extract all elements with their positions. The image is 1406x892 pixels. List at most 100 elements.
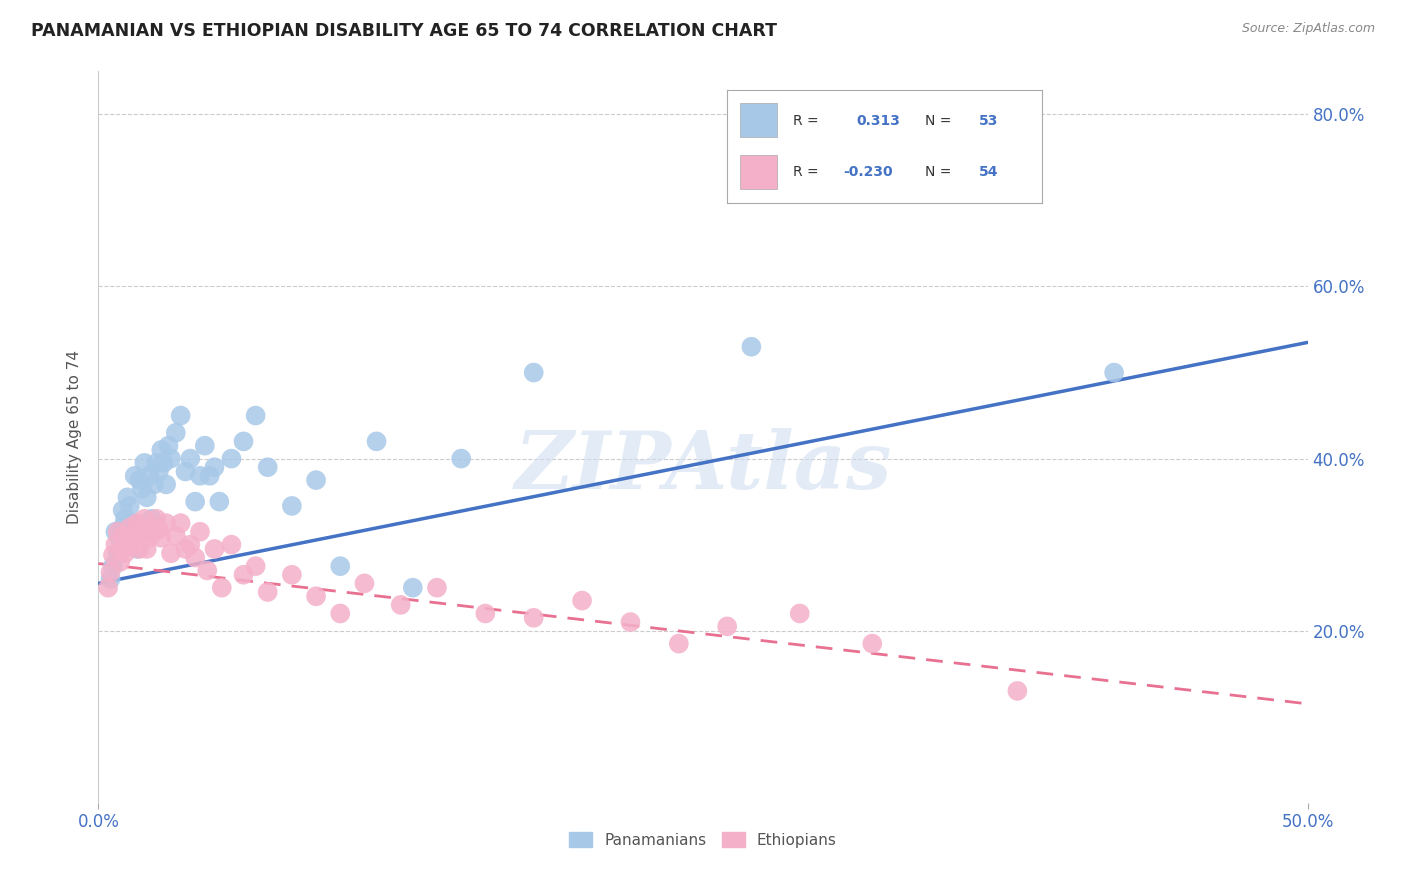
Point xyxy=(111,529,134,543)
Point xyxy=(150,442,173,457)
Point xyxy=(256,585,278,599)
Point xyxy=(165,425,187,440)
Point xyxy=(127,516,149,530)
Text: ZIPAtlas: ZIPAtlas xyxy=(515,427,891,505)
Point xyxy=(97,581,120,595)
Point xyxy=(124,529,146,543)
Point xyxy=(141,524,163,539)
Point xyxy=(145,456,167,470)
Point xyxy=(160,451,183,466)
Point xyxy=(474,607,496,621)
Point xyxy=(221,538,243,552)
Point xyxy=(789,607,811,621)
Point xyxy=(281,567,304,582)
Point xyxy=(619,615,641,629)
Point xyxy=(111,503,134,517)
Point xyxy=(366,434,388,449)
Point xyxy=(138,531,160,545)
Point xyxy=(204,541,226,556)
Point xyxy=(157,439,180,453)
Text: Source: ZipAtlas.com: Source: ZipAtlas.com xyxy=(1241,22,1375,36)
Point xyxy=(100,565,122,579)
Point xyxy=(169,516,191,530)
Point xyxy=(118,520,141,534)
Point xyxy=(117,533,139,548)
Point xyxy=(104,524,127,539)
Point xyxy=(1007,684,1029,698)
Point xyxy=(127,529,149,543)
Point xyxy=(174,541,197,556)
Point xyxy=(194,439,217,453)
Point xyxy=(221,451,243,466)
Point xyxy=(117,491,139,505)
Point xyxy=(1102,366,1125,380)
Point xyxy=(148,522,170,536)
Point xyxy=(281,499,304,513)
Point xyxy=(148,465,170,479)
Point xyxy=(121,540,143,554)
Point xyxy=(141,520,163,534)
Point xyxy=(150,531,173,545)
Point xyxy=(141,512,163,526)
Point xyxy=(450,451,472,466)
Point xyxy=(145,512,167,526)
Point xyxy=(523,366,546,380)
Point xyxy=(179,451,201,466)
Point xyxy=(668,637,690,651)
Point xyxy=(188,468,211,483)
Point xyxy=(134,512,156,526)
Point xyxy=(100,572,122,586)
Point xyxy=(174,465,197,479)
Point xyxy=(426,581,449,595)
Point xyxy=(198,468,221,483)
Point xyxy=(256,460,278,475)
Point xyxy=(169,409,191,423)
Point xyxy=(127,541,149,556)
Point xyxy=(204,460,226,475)
Point xyxy=(571,593,593,607)
Point xyxy=(114,512,136,526)
Point xyxy=(131,524,153,539)
Point xyxy=(155,477,177,491)
Point xyxy=(108,555,131,569)
Point xyxy=(135,491,157,505)
Point xyxy=(523,611,546,625)
Point xyxy=(135,541,157,556)
Point xyxy=(121,516,143,530)
Point xyxy=(305,589,328,603)
Point xyxy=(165,529,187,543)
Point xyxy=(134,456,156,470)
Point xyxy=(208,494,231,508)
Point xyxy=(184,550,207,565)
Point xyxy=(245,409,267,423)
Point xyxy=(740,340,762,354)
Point xyxy=(245,559,267,574)
Point xyxy=(118,499,141,513)
Point xyxy=(329,607,352,621)
Point xyxy=(108,533,131,548)
Point xyxy=(305,473,328,487)
Point xyxy=(128,541,150,556)
Point xyxy=(329,559,352,574)
Point xyxy=(143,524,166,539)
Point xyxy=(184,494,207,508)
Point xyxy=(716,619,738,633)
Y-axis label: Disability Age 65 to 74: Disability Age 65 to 74 xyxy=(67,350,83,524)
Point xyxy=(389,598,412,612)
Point xyxy=(104,538,127,552)
Point xyxy=(188,524,211,539)
Point xyxy=(124,468,146,483)
Point xyxy=(353,576,375,591)
Point xyxy=(107,524,129,539)
Point xyxy=(111,520,134,534)
Point xyxy=(143,477,166,491)
Point xyxy=(101,548,124,562)
Point xyxy=(195,564,218,578)
Point xyxy=(107,546,129,560)
Point xyxy=(179,538,201,552)
Point xyxy=(155,516,177,530)
Point xyxy=(111,541,134,556)
Point xyxy=(160,546,183,560)
Point xyxy=(114,546,136,560)
Point xyxy=(152,456,174,470)
